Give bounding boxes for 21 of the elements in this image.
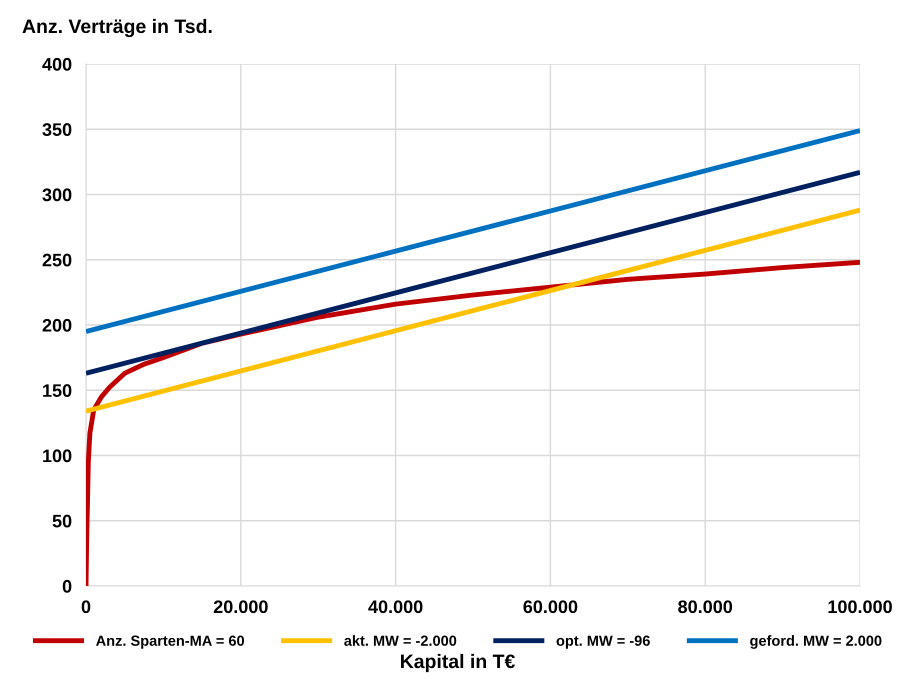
y-tick-label: 150 [43,384,72,397]
x-tick-label: 100.000 [828,600,892,614]
legend-label: opt. MW = -96 [556,636,650,649]
x-tick-label: 60.000 [523,600,578,614]
legend-label: akt. MW = -2.000 [344,635,456,646]
y-tick-label: 0 [62,580,72,593]
legend-label: Anz. Sparten-MA = 60 [96,636,244,649]
y-tick-label: 100 [43,449,72,462]
x-tick-label: 0 [82,600,90,614]
y-tick-label: 400 [42,58,72,71]
legend-label: geford. MW = 2.000 [750,635,882,649]
x-tick-label: 80.000 [678,600,732,614]
chart-title: Anz. Verträge in Tsd. [22,18,212,38]
y-tick-label: 50 [52,514,72,528]
x-tick-label: 20.000 [214,600,268,614]
x-axis-title: Kapital in T€ [401,654,515,672]
y-tick-label: 250 [42,254,72,266]
y-tick-label: 300 [42,188,72,202]
y-tick-label: 350 [42,123,72,136]
y-tick-label: 200 [42,318,72,332]
x-tick-label: 40.000 [368,600,422,614]
